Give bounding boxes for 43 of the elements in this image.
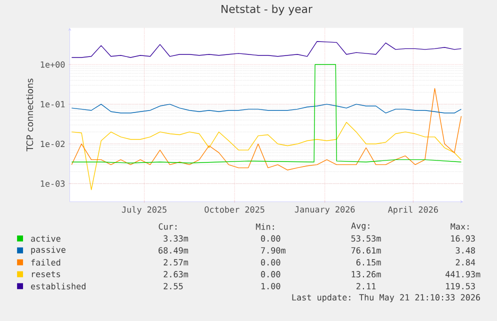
text: Min:	[256, 223, 274, 230]
text: 0.00	[261, 271, 280, 278]
line-series	[71, 122, 462, 190]
legend-label: passive	[31, 246, 66, 254]
text: 6.15m	[356, 259, 381, 266]
text: Max:	[450, 223, 469, 230]
text: Cur:	[158, 223, 176, 230]
text: 2.11	[356, 283, 376, 290]
text: 1.00	[262, 283, 280, 290]
x-tick-label: October 2025	[204, 206, 264, 213]
y-tick-label: 1e-03	[40, 180, 65, 187]
text: 13.26m	[352, 271, 381, 278]
text: Avg:	[351, 222, 370, 231]
x-tick-label: January 2026	[294, 206, 355, 214]
text: 7.90m	[261, 247, 286, 254]
legend-label: failed	[31, 259, 60, 266]
y-tick-label: 1e-02	[40, 140, 65, 148]
line-series	[71, 64, 462, 164]
text: 16.93	[451, 235, 475, 242]
text: 68.49m	[158, 247, 188, 254]
text: 119.53	[446, 283, 475, 290]
text: 76.61m	[351, 247, 381, 254]
text: 441.93m	[446, 271, 480, 278]
text: 2.55	[164, 283, 183, 290]
text: 2.57m	[164, 259, 188, 266]
y-tick-label: 1e+00	[40, 61, 65, 68]
chart-title: Netstat - by year	[222, 4, 312, 16]
text: 0.00	[261, 235, 280, 242]
text: 2.84	[456, 259, 476, 266]
legend-label: established	[31, 282, 86, 290]
text: Last update: Thu May 21 21:10:33 2026	[292, 294, 480, 302]
text: 0.00	[261, 259, 280, 266]
legend-label: resets	[32, 271, 60, 278]
x-tick-label: April 2026	[388, 206, 438, 214]
x-tick-label: July 2025	[122, 206, 166, 214]
text: 2.63m	[164, 271, 188, 278]
y-tick-label: 1e-01	[40, 101, 65, 108]
text: 3.48	[456, 247, 475, 254]
line-series	[71, 41, 462, 58]
y-axis-title: TCP connections	[26, 78, 34, 152]
text: 3.33m	[164, 235, 188, 242]
legend-label: active	[31, 235, 60, 242]
text: 53.53m	[351, 235, 381, 242]
